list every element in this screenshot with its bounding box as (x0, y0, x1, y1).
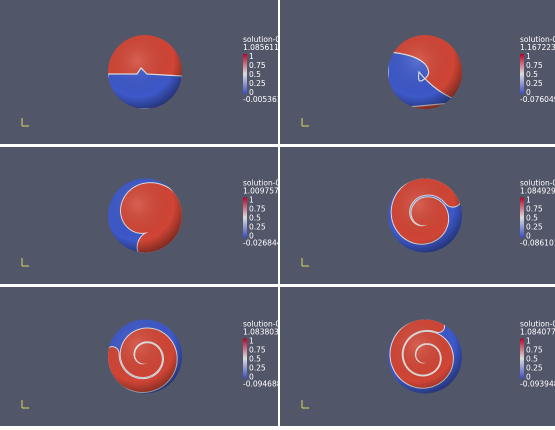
colorbar-tick: 0.75 (526, 346, 543, 355)
sphere-shade (108, 319, 182, 394)
axes-triad (301, 400, 309, 409)
colorbar-tick: 0.75 (249, 205, 266, 214)
colorbar-max: 1.085611 (243, 43, 279, 52)
colorbar-max: 1.167223 (520, 43, 555, 52)
colorbar-tick: 0.25 (249, 79, 266, 88)
colorbar-tick: 1 (526, 337, 531, 346)
colorbar-title: solution-0 (520, 179, 555, 188)
colorbar-tick: 0.25 (526, 79, 543, 88)
colorbar-tick: 0.25 (249, 223, 266, 232)
colorbar-tick: 0.5 (249, 70, 261, 79)
colorbar-tick: 0.25 (526, 223, 543, 232)
colorbar-title: solution-0 (520, 320, 555, 329)
colorbar-min: -0.094688 (243, 380, 282, 389)
sphere-shade (108, 35, 182, 109)
axes-triad (21, 400, 29, 409)
colorbar-min: -0.005361 (243, 95, 282, 104)
colorbar-title: solution-0 (243, 179, 280, 188)
colorbar-tick: 0 (249, 232, 254, 241)
colorbar (243, 197, 247, 238)
colorbar-tick: 0.5 (526, 355, 538, 364)
colorbar-tick: 0.25 (526, 364, 543, 373)
colorbar-tick: 0.75 (249, 61, 266, 70)
colorbar-title: solution-0 (243, 320, 280, 329)
axes-triad (21, 118, 29, 127)
sphere-shade (108, 178, 182, 253)
colorbar-tick: 0.75 (526, 205, 543, 214)
sphere-shade (388, 319, 462, 394)
colorbar-tick: 0 (526, 88, 531, 97)
colorbar-min: -0.076049 (520, 95, 555, 104)
colorbar-tick: 0.5 (249, 214, 261, 223)
sphere-shade (388, 35, 462, 109)
colorbar-max: 1.083803 (243, 328, 279, 337)
colorbar-tick: 0.75 (249, 346, 266, 355)
colorbar (520, 197, 524, 238)
colorbar-tick: 0 (526, 232, 531, 241)
colorbar-min: -0.086101 (520, 239, 555, 248)
colorbar-tick: 1 (526, 196, 531, 205)
axes-triad (301, 118, 309, 127)
colorbar-tick: 0 (249, 88, 254, 97)
axes-triad (21, 258, 29, 267)
colorbar-max: 1.009757 (243, 187, 279, 196)
colorbar-min: -0.093948 (520, 380, 555, 389)
colorbar-tick: 0.5 (526, 70, 538, 79)
sphere-shade (388, 178, 462, 253)
colorbar-tick: 0.25 (249, 364, 266, 373)
colorbar-tick: 1 (249, 52, 254, 61)
colorbar (243, 338, 247, 379)
colorbar (520, 54, 524, 94)
colorbar-tick: 1 (526, 52, 531, 61)
axes-triad (301, 258, 309, 267)
colorbar (520, 338, 524, 379)
colorbar-max: 1.084929 (520, 187, 555, 196)
colorbar-tick: 0.5 (526, 214, 538, 223)
colorbar-tick: 0.75 (526, 61, 543, 70)
colorbar (243, 54, 247, 94)
colorbar-max: 1.084077 (520, 328, 555, 337)
colorbar-tick: 1 (249, 196, 254, 205)
colorbar-tick: 0.5 (249, 355, 261, 364)
colorbar-title: solution-0 (243, 35, 280, 44)
colorbar-title: solution-0 (520, 35, 555, 44)
colorbar-tick: 1 (249, 337, 254, 346)
colorbar-tick: 0 (526, 373, 531, 382)
colorbar-tick: 0 (249, 373, 254, 382)
colorbar-min: -0.026844 (243, 239, 282, 248)
